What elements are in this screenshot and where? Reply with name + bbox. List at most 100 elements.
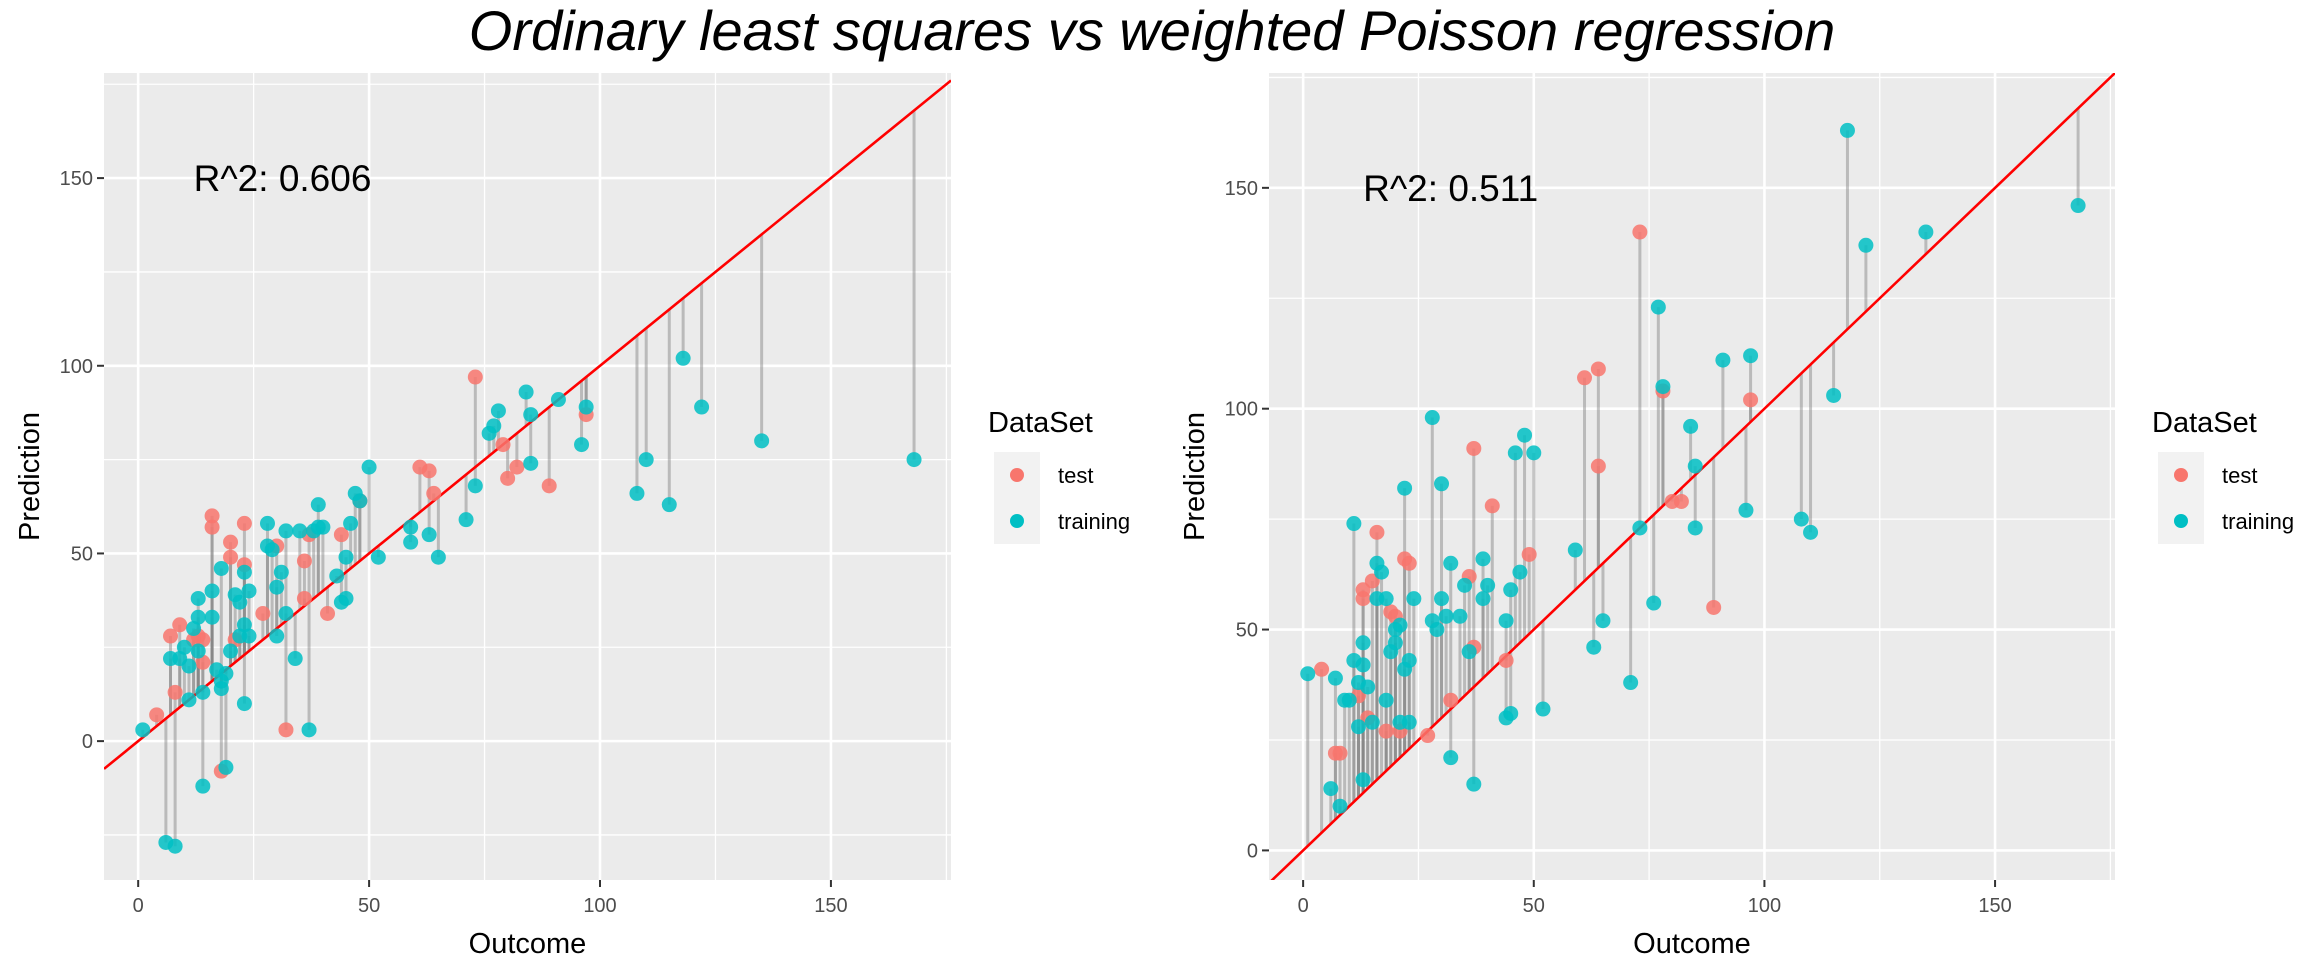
- point-training: [236, 617, 252, 633]
- point-training: [213, 560, 229, 576]
- point-training: [1646, 595, 1662, 611]
- point-training: [675, 350, 691, 366]
- point-training: [421, 527, 437, 543]
- point-training: [232, 594, 248, 610]
- y-tick-label: 50: [71, 543, 93, 565]
- point-training: [467, 478, 483, 494]
- point-training: [518, 384, 534, 400]
- point-training: [578, 399, 594, 415]
- point-training: [638, 452, 654, 468]
- point-test: [1369, 524, 1385, 540]
- r-squared-annotation: R^2: 0.511: [1363, 168, 1538, 209]
- point-training: [241, 628, 257, 644]
- point-training: [1355, 772, 1371, 788]
- point-training: [1360, 679, 1376, 695]
- point-training: [352, 493, 368, 509]
- point-training: [241, 583, 257, 599]
- point-training: [1475, 591, 1491, 607]
- point-training: [486, 418, 502, 434]
- point-training: [1332, 798, 1348, 814]
- legend-key-test: [1010, 468, 1024, 482]
- legend: DataSet test training: [988, 407, 1130, 544]
- point-test: [204, 519, 220, 535]
- point-training: [301, 722, 317, 738]
- point-test: [1420, 728, 1436, 744]
- point-test: [495, 437, 511, 453]
- point-test: [541, 478, 557, 494]
- point-training: [1341, 692, 1357, 708]
- point-training: [1535, 701, 1551, 717]
- point-training: [629, 485, 645, 501]
- point-test: [223, 534, 239, 550]
- plot-content: [104, 79, 951, 854]
- legend-key-test: [2174, 468, 2188, 482]
- point-test: [296, 590, 312, 606]
- point-training: [195, 778, 211, 794]
- point-test: [426, 485, 442, 501]
- point-test: [195, 654, 211, 670]
- point-training: [1443, 555, 1459, 571]
- point-test: [278, 722, 294, 738]
- point-test: [333, 527, 349, 543]
- point-test: [1355, 591, 1371, 607]
- point-training: [190, 590, 206, 606]
- point-test: [1673, 493, 1689, 509]
- point-training: [523, 455, 539, 471]
- point-test: [509, 459, 525, 475]
- point-training: [1858, 237, 1874, 253]
- point-training: [1457, 577, 1473, 593]
- point-test: [421, 463, 437, 479]
- point-test: [1577, 370, 1593, 386]
- point-training: [338, 549, 354, 565]
- point-training: [264, 542, 280, 558]
- point-training: [430, 549, 446, 565]
- y-tick-label: 50: [1236, 620, 1258, 642]
- x-tick-label: 150: [1978, 895, 2011, 917]
- y-tick-label: 150: [60, 168, 93, 190]
- y-axis-title: Prediction: [1179, 412, 1211, 541]
- legend-key-training: [2174, 514, 2188, 528]
- point-training: [167, 838, 183, 854]
- point-training: [1350, 719, 1366, 735]
- point-training: [1826, 387, 1842, 403]
- legend-label-test: test: [2222, 463, 2257, 488]
- point-training: [1803, 524, 1819, 540]
- x-tick-label: 0: [133, 895, 144, 917]
- point-training: [236, 696, 252, 712]
- point-training: [1429, 622, 1445, 638]
- point-training: [1406, 591, 1422, 607]
- legend-key-background: [2158, 452, 2204, 544]
- point-training: [1424, 410, 1440, 426]
- point-training: [1443, 750, 1459, 766]
- y-tick-label: 100: [60, 356, 93, 378]
- legend-label-training: training: [1058, 509, 1130, 534]
- point-training: [287, 651, 303, 667]
- point-training: [278, 606, 294, 622]
- x-tick-label: 50: [1523, 895, 1545, 917]
- point-training: [1346, 516, 1362, 532]
- point-training: [1461, 644, 1477, 660]
- legend-title: DataSet: [988, 407, 1093, 439]
- point-training: [754, 433, 770, 449]
- point-training: [1434, 591, 1450, 607]
- x-tick-label: 50: [358, 895, 380, 917]
- point-test: [1590, 458, 1606, 474]
- point-test: [163, 628, 179, 644]
- point-training: [1401, 714, 1417, 730]
- point-test: [467, 369, 483, 385]
- point-training: [1364, 714, 1380, 730]
- identity-line: [1270, 73, 2115, 880]
- point-training: [1480, 577, 1496, 593]
- legend-key-background: [994, 452, 1040, 544]
- point-training: [1526, 445, 1542, 461]
- x-tick-label: 150: [814, 895, 847, 917]
- point-training: [1355, 657, 1371, 673]
- point-test: [1466, 440, 1482, 456]
- legend-label-training: training: [2222, 509, 2294, 534]
- point-test: [1590, 361, 1606, 377]
- point-training: [218, 666, 234, 682]
- y-tick-label: 0: [82, 731, 93, 753]
- point-training: [236, 564, 252, 580]
- point-test: [1484, 498, 1500, 514]
- point-training: [269, 628, 285, 644]
